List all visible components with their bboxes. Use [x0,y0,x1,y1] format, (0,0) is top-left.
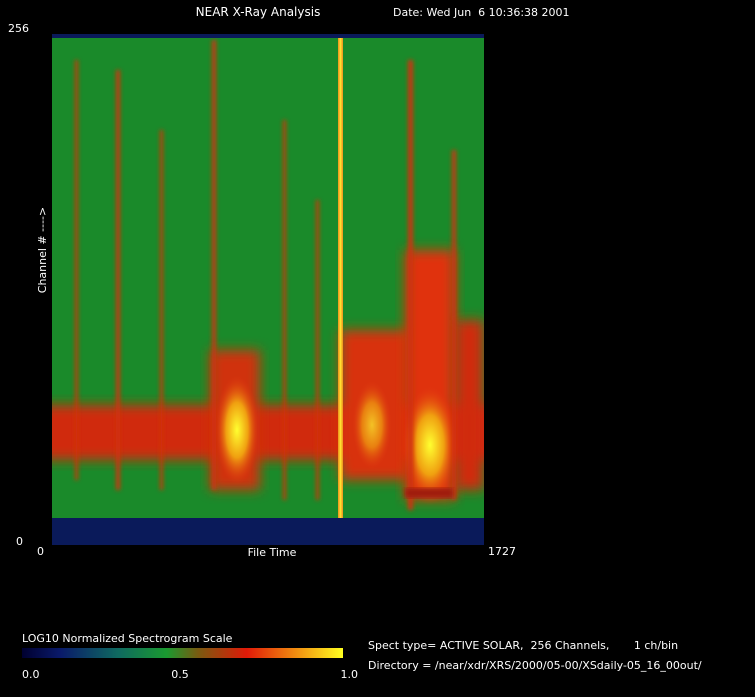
x-axis-left: 0 [37,545,44,558]
y-axis-label: Channel # ----> [36,207,49,293]
spectrogram [52,34,484,545]
x-axis-label: File Time [248,546,297,559]
x-axis-right: 1727 [488,545,516,558]
colorbar [22,648,343,658]
title: NEAR X-Ray Analysis [196,5,321,19]
directory-info: Directory = /near/xdr/XRS/2000/05-00/XSd… [368,659,702,672]
spect-info: Spect type= ACTIVE SOLAR, 256 Channels, … [368,639,678,652]
colorbar-label: 1.0 [341,668,359,681]
y-axis-top: 256 [8,22,29,35]
y-axis-bottom: 0 [16,535,23,548]
colorbar-title: LOG10 Normalized Spectrogram Scale [22,632,233,645]
colorbar-label: 0.0 [22,668,40,681]
colorbar-label: 0.5 [171,668,189,681]
date: Date: Wed Jun 6 10:36:38 2001 [393,6,570,19]
